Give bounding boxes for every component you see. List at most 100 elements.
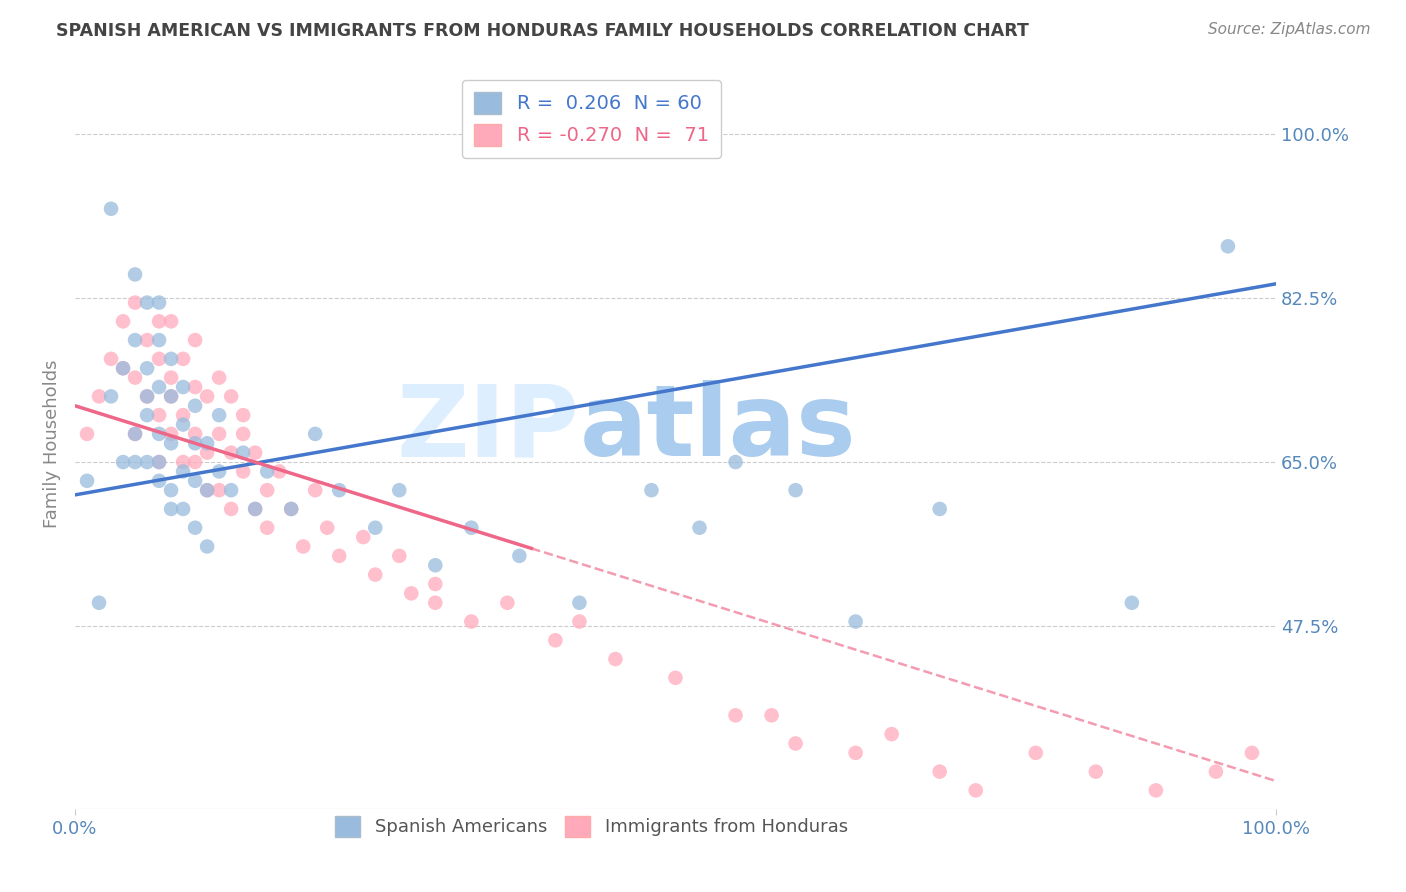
Point bbox=[256, 465, 278, 479]
Point bbox=[195, 483, 218, 498]
Point bbox=[184, 399, 207, 413]
Point bbox=[112, 455, 135, 469]
Point bbox=[1216, 239, 1239, 253]
Point bbox=[328, 483, 350, 498]
Point bbox=[184, 521, 207, 535]
Text: SPANISH AMERICAN VS IMMIGRANTS FROM HONDURAS FAMILY HOUSEHOLDS CORRELATION CHART: SPANISH AMERICAN VS IMMIGRANTS FROM HOND… bbox=[56, 22, 1029, 40]
Point bbox=[195, 436, 218, 450]
Point bbox=[184, 474, 207, 488]
Point bbox=[172, 465, 194, 479]
Point bbox=[280, 502, 302, 516]
Point bbox=[195, 483, 218, 498]
Point bbox=[785, 736, 807, 750]
Point bbox=[160, 389, 183, 403]
Point bbox=[232, 426, 254, 441]
Point bbox=[664, 671, 686, 685]
Point bbox=[568, 615, 591, 629]
Point bbox=[148, 380, 170, 394]
Point bbox=[208, 465, 231, 479]
Point bbox=[605, 652, 627, 666]
Point bbox=[219, 445, 242, 459]
Point bbox=[1121, 596, 1143, 610]
Point bbox=[352, 530, 374, 544]
Point bbox=[243, 502, 266, 516]
Point bbox=[208, 426, 231, 441]
Point bbox=[136, 333, 159, 347]
Point bbox=[928, 764, 950, 779]
Point bbox=[364, 521, 387, 535]
Point bbox=[160, 436, 183, 450]
Point bbox=[195, 540, 218, 554]
Point bbox=[124, 426, 146, 441]
Point bbox=[544, 633, 567, 648]
Point bbox=[724, 708, 747, 723]
Point bbox=[124, 426, 146, 441]
Point bbox=[845, 615, 868, 629]
Point bbox=[232, 445, 254, 459]
Point bbox=[689, 521, 711, 535]
Point bbox=[280, 502, 302, 516]
Point bbox=[388, 483, 411, 498]
Point bbox=[496, 596, 519, 610]
Point bbox=[172, 417, 194, 432]
Point bbox=[124, 455, 146, 469]
Point bbox=[148, 295, 170, 310]
Point bbox=[184, 455, 207, 469]
Point bbox=[148, 455, 170, 469]
Point bbox=[100, 389, 122, 403]
Point bbox=[172, 380, 194, 394]
Point bbox=[160, 351, 183, 366]
Point bbox=[1205, 764, 1227, 779]
Point bbox=[785, 483, 807, 498]
Point bbox=[425, 577, 447, 591]
Point bbox=[124, 370, 146, 384]
Point bbox=[364, 567, 387, 582]
Point bbox=[172, 351, 194, 366]
Point bbox=[172, 502, 194, 516]
Point bbox=[316, 521, 339, 535]
Point bbox=[184, 333, 207, 347]
Legend: Spanish Americans, Immigrants from Honduras: Spanish Americans, Immigrants from Hondu… bbox=[328, 809, 855, 844]
Y-axis label: Family Households: Family Households bbox=[44, 359, 60, 527]
Point bbox=[880, 727, 903, 741]
Point bbox=[160, 314, 183, 328]
Point bbox=[136, 361, 159, 376]
Point bbox=[1240, 746, 1263, 760]
Point bbox=[184, 380, 207, 394]
Point bbox=[219, 483, 242, 498]
Point bbox=[243, 502, 266, 516]
Point bbox=[425, 558, 447, 573]
Point bbox=[328, 549, 350, 563]
Point bbox=[195, 445, 218, 459]
Point bbox=[184, 426, 207, 441]
Point bbox=[388, 549, 411, 563]
Point bbox=[160, 426, 183, 441]
Point bbox=[208, 408, 231, 422]
Point bbox=[148, 426, 170, 441]
Point bbox=[76, 474, 98, 488]
Point bbox=[256, 483, 278, 498]
Point bbox=[160, 483, 183, 498]
Point bbox=[640, 483, 662, 498]
Point bbox=[304, 426, 326, 441]
Point bbox=[928, 502, 950, 516]
Point bbox=[136, 295, 159, 310]
Point bbox=[292, 540, 315, 554]
Point bbox=[112, 361, 135, 376]
Text: Source: ZipAtlas.com: Source: ZipAtlas.com bbox=[1208, 22, 1371, 37]
Point bbox=[76, 426, 98, 441]
Point bbox=[568, 596, 591, 610]
Point bbox=[232, 408, 254, 422]
Point bbox=[148, 474, 170, 488]
Point bbox=[87, 389, 110, 403]
Text: atlas: atlas bbox=[579, 380, 856, 477]
Point bbox=[112, 314, 135, 328]
Point bbox=[124, 268, 146, 282]
Point bbox=[184, 436, 207, 450]
Point bbox=[100, 351, 122, 366]
Point bbox=[425, 596, 447, 610]
Point bbox=[724, 455, 747, 469]
Point bbox=[208, 483, 231, 498]
Point bbox=[460, 521, 482, 535]
Point bbox=[160, 370, 183, 384]
